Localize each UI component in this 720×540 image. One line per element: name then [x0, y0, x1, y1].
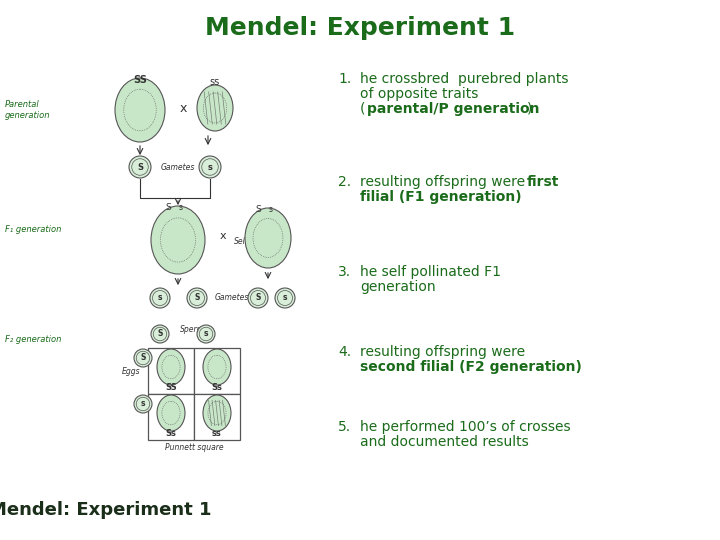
Text: generation: generation: [360, 280, 436, 294]
Text: he crossbred  purebred plants: he crossbred purebred plants: [360, 72, 569, 86]
Ellipse shape: [203, 349, 231, 385]
Text: SS: SS: [165, 382, 177, 392]
Text: Mendel: Experiment 1: Mendel: Experiment 1: [205, 16, 515, 40]
Text: ss: ss: [212, 429, 222, 437]
Text: s: s: [269, 206, 273, 214]
Text: he performed 100’s of crosses: he performed 100’s of crosses: [360, 420, 571, 434]
Text: Mendel: Experiment 1: Mendel: Experiment 1: [0, 501, 211, 519]
Text: S: S: [255, 206, 261, 214]
Text: s: s: [283, 294, 287, 302]
Circle shape: [199, 156, 221, 178]
Circle shape: [187, 288, 207, 308]
Circle shape: [134, 349, 152, 367]
Text: Gametes: Gametes: [161, 163, 195, 172]
Text: Self: Self: [234, 238, 248, 246]
Circle shape: [129, 156, 151, 178]
Text: Eggs: Eggs: [122, 367, 140, 375]
Text: Parental
generation: Parental generation: [5, 100, 50, 120]
Circle shape: [134, 395, 152, 413]
Bar: [194, 348, 240, 394]
Circle shape: [197, 325, 215, 343]
Text: of opposite traits: of opposite traits: [360, 87, 478, 101]
Text: 3.: 3.: [338, 265, 351, 279]
Text: Sperm: Sperm: [180, 326, 205, 334]
Text: resulting offspring were: resulting offspring were: [360, 345, 525, 359]
Circle shape: [248, 288, 268, 308]
Ellipse shape: [245, 208, 291, 268]
Text: Ss: Ss: [166, 429, 176, 437]
Text: and documented results: and documented results: [360, 435, 528, 449]
Text: s: s: [140, 400, 145, 408]
Text: ): ): [527, 102, 532, 116]
Circle shape: [150, 288, 170, 308]
Text: F₂ generation: F₂ generation: [5, 335, 61, 345]
Ellipse shape: [115, 78, 165, 142]
Text: s: s: [158, 294, 162, 302]
Text: filial (F1 generation): filial (F1 generation): [360, 190, 521, 204]
Text: parental/P generation: parental/P generation: [367, 102, 539, 116]
Text: second filial (F2 generation): second filial (F2 generation): [360, 360, 582, 374]
Text: S: S: [194, 294, 199, 302]
Ellipse shape: [197, 85, 233, 131]
Text: he self pollinated F1: he self pollinated F1: [360, 265, 501, 279]
Text: 1.: 1.: [338, 72, 351, 86]
Ellipse shape: [157, 395, 185, 431]
Bar: [148, 394, 194, 440]
Text: SS: SS: [133, 75, 147, 85]
Text: Gametes: Gametes: [215, 294, 249, 302]
Ellipse shape: [157, 349, 185, 385]
Text: s: s: [207, 163, 212, 172]
Text: Punnett square: Punnett square: [165, 442, 223, 451]
Text: resulting offspring were: resulting offspring were: [360, 175, 529, 189]
Text: 4.: 4.: [338, 345, 351, 359]
Text: ss: ss: [210, 77, 220, 87]
Text: first: first: [527, 175, 559, 189]
Text: S: S: [157, 329, 163, 339]
Text: 2.: 2.: [338, 175, 351, 189]
Text: S: S: [256, 294, 261, 302]
Ellipse shape: [203, 395, 231, 431]
Bar: [194, 394, 240, 440]
Text: S: S: [165, 204, 171, 213]
Text: x: x: [179, 102, 186, 114]
Ellipse shape: [151, 206, 205, 274]
Text: (: (: [360, 102, 366, 116]
Bar: [148, 348, 194, 394]
Text: x: x: [220, 231, 226, 241]
Text: s: s: [179, 204, 183, 213]
Text: F₁ generation: F₁ generation: [5, 226, 61, 234]
Text: Ss: Ss: [212, 382, 222, 392]
Circle shape: [151, 325, 169, 343]
Text: s: s: [204, 329, 208, 339]
Text: 5.: 5.: [338, 420, 351, 434]
Circle shape: [275, 288, 295, 308]
Text: S: S: [140, 354, 145, 362]
Text: S: S: [137, 163, 143, 172]
